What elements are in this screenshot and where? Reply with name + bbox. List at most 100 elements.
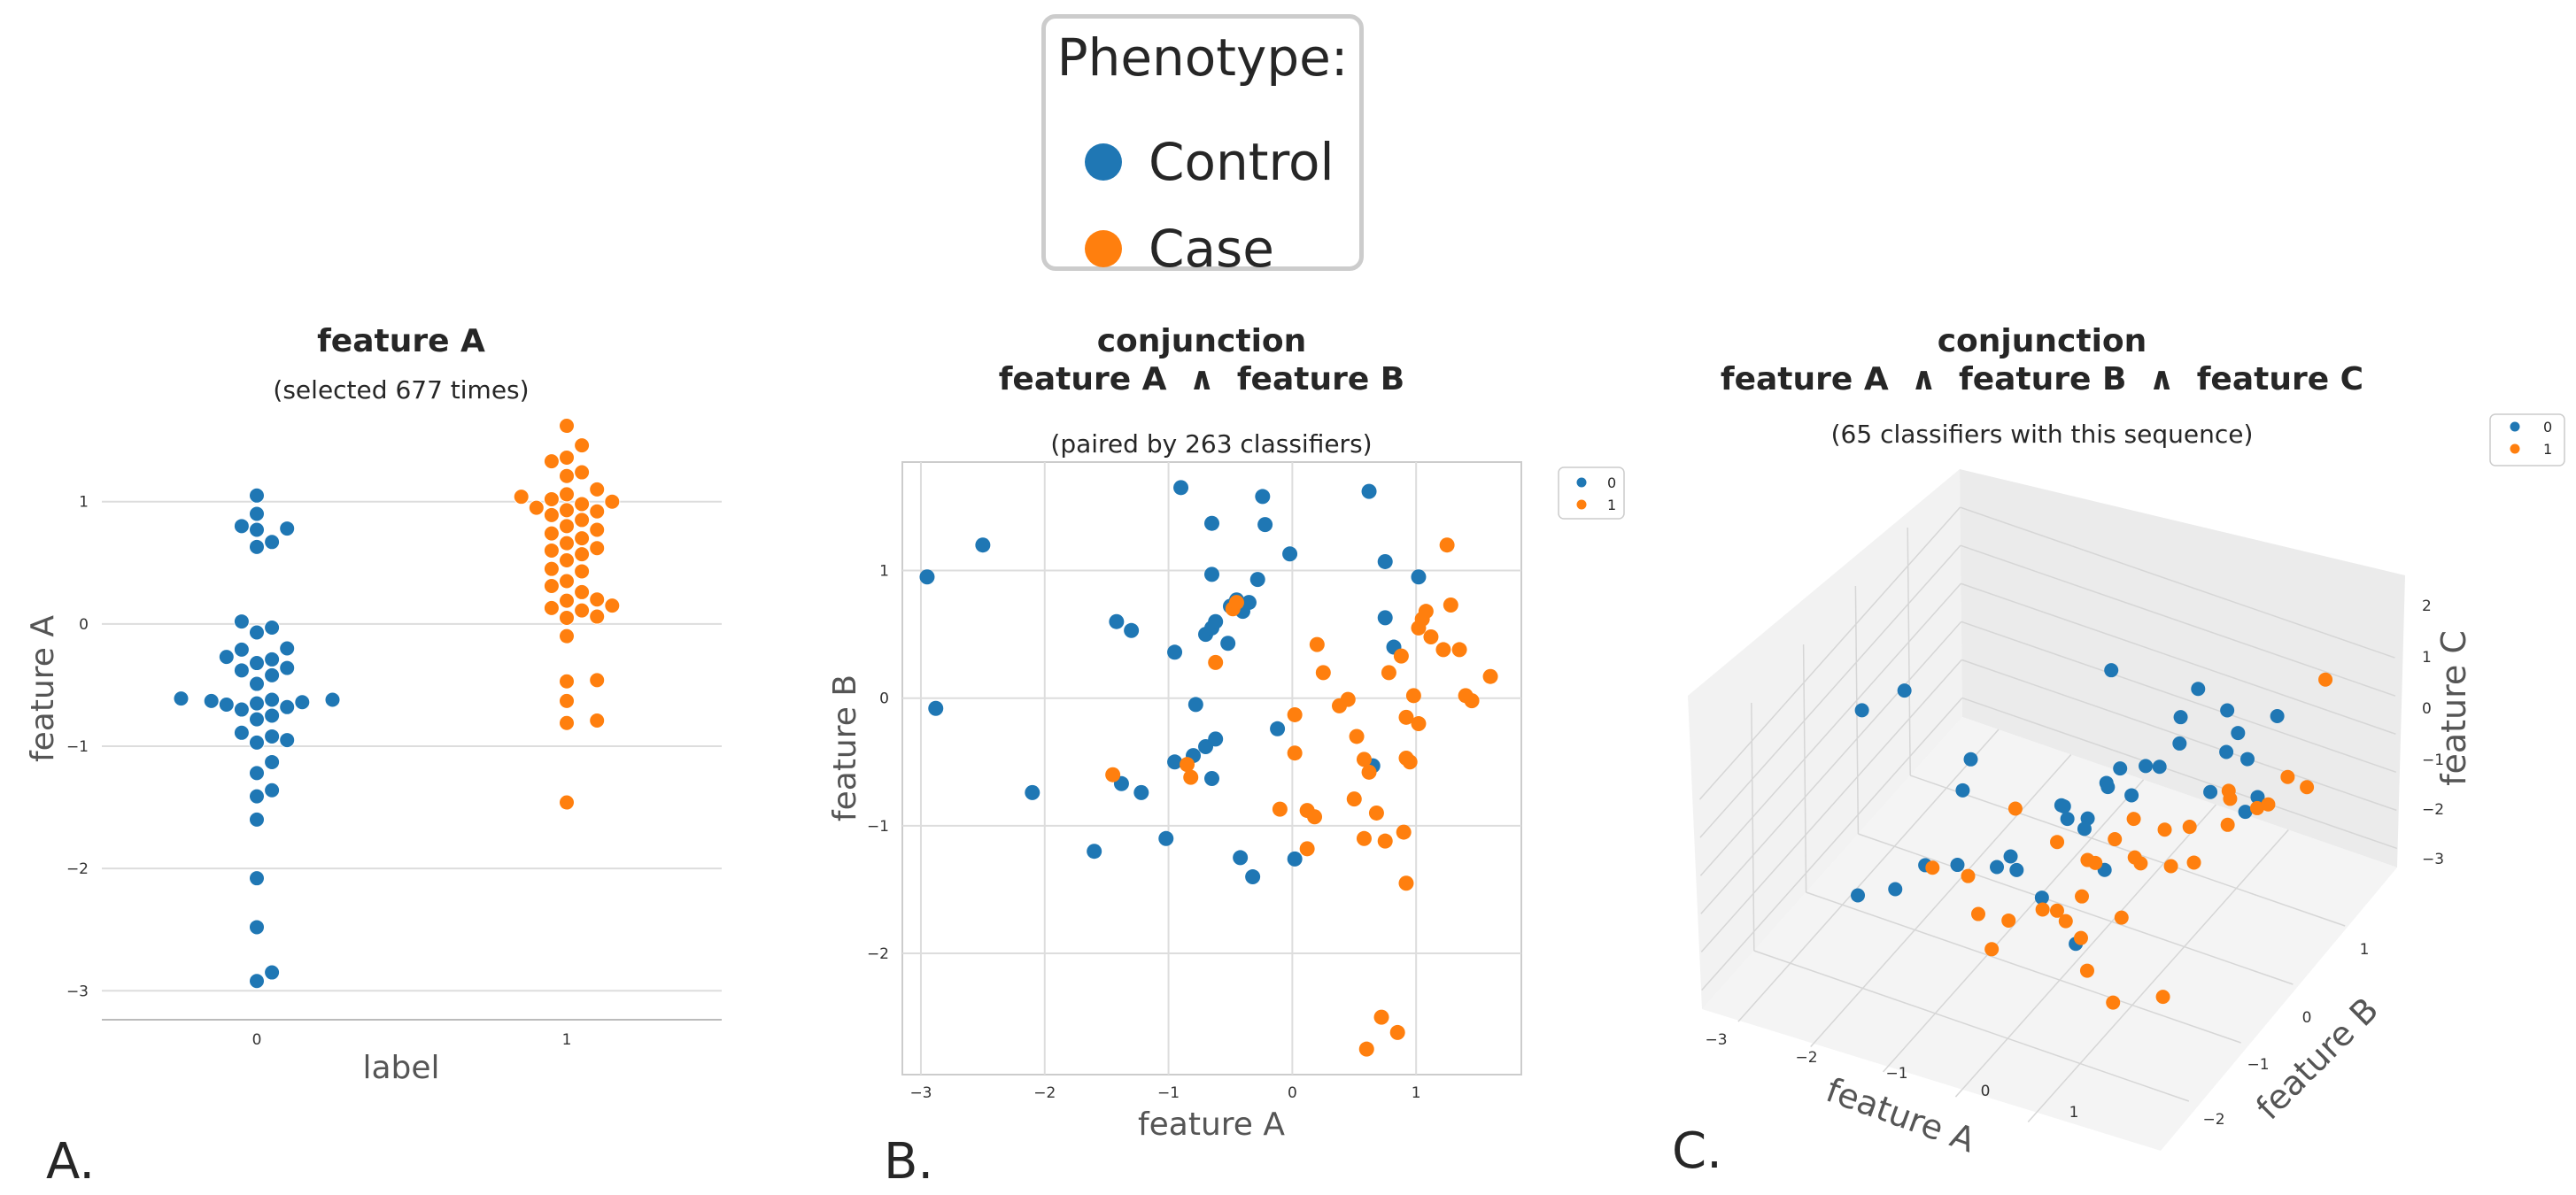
panel-c-back-wall [1688,469,1962,1009]
panel-a-subtitle: (selected 677 times) [273,375,529,405]
panel-b-point-0 [1204,567,1219,582]
panel-c-point-0 [1897,683,1912,698]
panel-a-point-1 [543,453,560,470]
panel-c-floor-gridline [2027,829,2289,1122]
panel-a-point-0 [249,788,265,805]
panel-a-point-0 [249,711,265,728]
panel-a-point-1 [543,560,560,577]
panel-c-point-1 [2001,913,2016,928]
panel-b-legend-frame [1558,466,1625,520]
panel-a-point-1 [559,502,575,519]
panel-a-x-tick-label: 0 [252,1031,262,1049]
panel-c-point-1 [2300,780,2315,795]
panel-a-point-1 [559,673,575,690]
panel-a-point-0 [233,613,250,630]
panel-c-point-1 [2221,783,2236,798]
panel-b-point-0 [1233,850,1249,866]
panel-a-swarm-plot: 1 0 −1 −2 −3 0 1 feature A (selected 677 times… [25,323,722,1086]
panel-b-point-1 [1105,767,1121,783]
panel-a-point-1 [543,490,560,507]
panel-b-y-tick-label: −2 [867,945,889,963]
panel-c-floor-gridline [1858,833,2294,985]
panel-a-point-0 [264,753,281,770]
panel-c-point-0 [2034,890,2049,906]
panel-b-legend-marker-1 [1576,499,1587,510]
panel-b-point-0 [1087,844,1102,860]
panel-b-point-1 [1393,648,1409,664]
panel-c-floor-gridline [1737,729,2000,1022]
panel-a-point-0 [249,734,265,751]
panel-b-legend: 0 1 [1558,466,1625,520]
panel-c-z-tick-label: 0 [2422,700,2432,718]
panel-a-point-0 [264,651,281,667]
panel-c-y-tick-label: 0 [2302,1009,2312,1027]
panel-a-point-0 [279,659,296,676]
panel-a-point-1 [589,521,606,538]
panel-c-point-1 [2182,820,2197,835]
panel-b-y-tick-label: −1 [867,818,889,836]
panel-c-x-tick-label: 0 [1981,1083,1991,1100]
panel-b-point-1 [1373,1009,1389,1025]
panel-a-point-1 [589,481,606,497]
panel-b-point-1 [1423,629,1439,645]
panel-c-back-gridline [1699,582,1961,876]
panel-a-point-1 [574,530,591,547]
phenotype-legend: Phenotype: Control Case [1041,14,1364,279]
panel-b-title-line1: conjunction [1097,323,1307,359]
panel-a-y-tick-label: −2 [66,860,89,878]
panel-c-point-1 [2075,889,2090,904]
legend-item-case: Case [1085,219,1274,279]
panel-a-point-1 [559,552,575,569]
panel-b-point-1 [1443,597,1458,613]
panel-c-point-0 [2009,862,2024,877]
panel-c-point-1 [2186,855,2201,870]
panel-c-point-1 [2049,903,2064,918]
panel-a-x-axis-label: label [362,1050,439,1086]
legend-label-control: Control [1149,132,1334,192]
panel-a-point-1 [559,573,575,590]
panel-c-3d-scatter-plot: −3 −2 −1 0 1 1 0 −1 −2 2 1 0 −1 −2 −3 conjunction feat… [1688,323,2565,1160]
panel-a-title: feature A [317,323,485,359]
panel-c-point-0 [2239,752,2255,767]
panel-a-point-1 [559,418,575,435]
panel-c-point-0 [2077,821,2092,836]
panel-b-point-1 [1405,688,1421,704]
panel-c-z-tick-label: −2 [2422,801,2444,819]
panel-c-point-1 [1961,868,1976,883]
panel-c-side-gridline [1961,582,2396,735]
panel-a-point-0 [218,649,235,666]
panel-b-title-line2: feature A ∧ feature B [999,361,1405,397]
panel-a-point-0 [264,667,281,683]
panel-c-back-gridline [1700,659,1962,952]
panel-a-point-1 [604,493,621,510]
panel-label-b: B. [884,1133,934,1191]
panel-c-floor-gridline [1753,950,2190,1102]
panel-c-point-1 [2126,812,2141,827]
legend-label-case: Case [1149,219,1274,279]
case-marker-icon [1085,230,1122,267]
panel-c-side-gridline [1961,659,2397,812]
panel-b-point-0 [1173,480,1189,496]
panel-a-point-1 [589,503,606,520]
panel-c-point-0 [1950,858,1965,873]
panel-c-z-tick-label: 1 [2422,649,2432,667]
panel-c-side-gridline [1961,621,2397,774]
panel-b-point-0 [1220,636,1236,651]
panel-a-point-0 [249,624,265,641]
panel-c-point-1 [2157,822,2172,837]
panel-a-point-1 [543,506,560,523]
panel-a-point-1 [559,692,575,709]
panel-a-point-0 [249,538,265,555]
panel-a-point-1 [559,794,575,811]
panel-c-legend-label-0: 0 [2543,419,2552,436]
panel-b-x-tick-label: −3 [909,1084,932,1102]
panel-a-point-1 [574,437,591,454]
panel-b-point-0 [1255,489,1271,505]
panel-b-point-1 [1183,769,1199,785]
panel-a-point-0 [279,520,296,537]
panel-a-point-1 [559,714,575,731]
panel-a-y-tick-label: −3 [66,983,89,1000]
panel-a-point-1 [559,592,575,609]
panel-c-point-0 [2270,708,2285,723]
panel-c-legend-frame [2489,413,2565,466]
